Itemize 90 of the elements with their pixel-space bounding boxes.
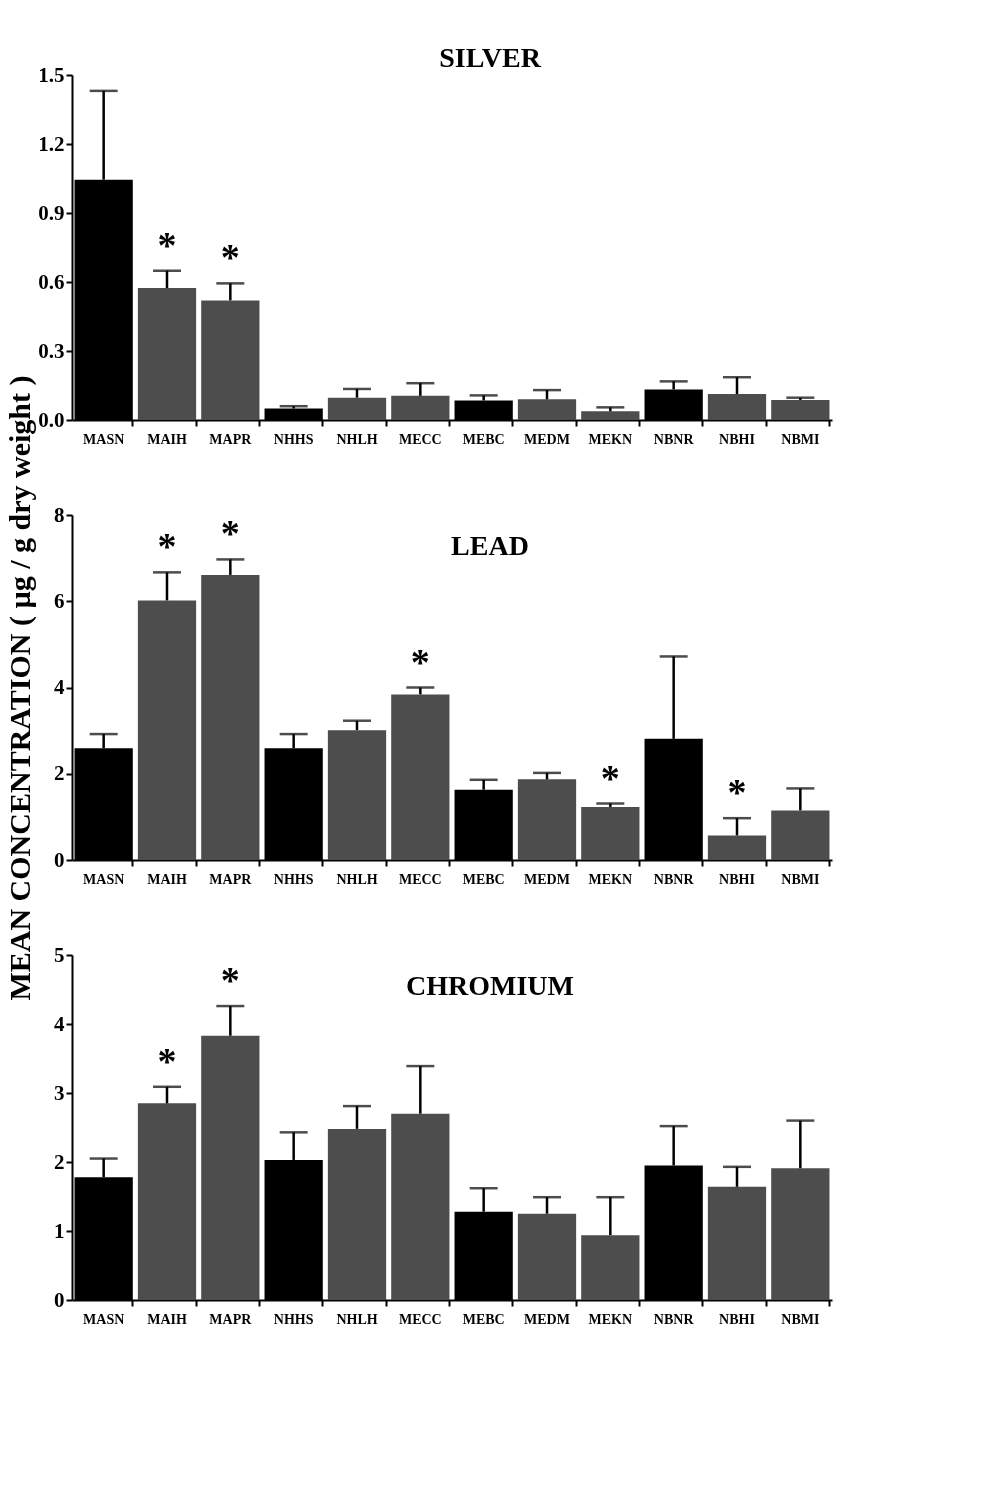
y-tick-label: 4 — [54, 1011, 65, 1036]
y-axis-title: MEAN CONCENTRATION ( µg / g dry weight ) — [3, 375, 37, 1001]
chart-title: SILVER — [439, 42, 542, 73]
y-tick-label: 0 — [54, 847, 65, 872]
y-tick-label: 0.6 — [38, 269, 65, 294]
y-tick-label: 1.5 — [38, 62, 65, 87]
annotation: * — [410, 640, 430, 683]
x-tick-label: NHHS — [273, 1311, 314, 1327]
bar — [581, 411, 640, 420]
y-tick-label: 8 — [54, 502, 65, 527]
y-tick-label: 0 — [54, 1287, 65, 1312]
y-tick-label: 2 — [54, 761, 65, 786]
x-tick-label: NBNR — [653, 431, 695, 447]
x-tick-label: NBHI — [719, 431, 755, 447]
x-tick-label: NBMI — [781, 431, 820, 447]
y-tick-label: 2 — [54, 1149, 65, 1174]
x-tick-label: NHHS — [273, 431, 314, 447]
x-tick-label: MEKN — [588, 871, 633, 887]
x-tick-label: MEDM — [524, 431, 570, 447]
y-tick-label: 3 — [54, 1080, 65, 1105]
bar — [327, 1128, 387, 1300]
y-tick-label: 1 — [54, 1218, 65, 1243]
x-tick-label: NHLH — [336, 871, 378, 887]
x-tick-label: MASN — [83, 431, 125, 447]
annotation: * — [220, 959, 240, 1002]
x-tick-label: MAIH — [147, 1311, 187, 1327]
bar — [327, 397, 387, 420]
x-tick-label: MEKN — [588, 431, 633, 447]
x-tick-label: MEBC — [462, 871, 505, 887]
x-tick-label: MASN — [83, 1311, 125, 1327]
x-tick-label: MAPR — [209, 1311, 253, 1327]
x-tick-label: MASN — [83, 871, 125, 887]
bar — [391, 694, 450, 860]
x-tick-label: MECC — [398, 1311, 442, 1327]
x-tick-label: NHLH — [336, 1311, 378, 1327]
x-tick-label: MEDM — [524, 871, 570, 887]
bar — [707, 1186, 767, 1300]
bar — [517, 399, 577, 420]
x-tick-label: MECC — [398, 871, 442, 887]
bar — [137, 287, 197, 420]
x-tick-label: NHHS — [273, 871, 314, 887]
x-tick-label: MEBC — [462, 1311, 505, 1327]
x-tick-label: MEKN — [588, 1311, 633, 1327]
y-tick-label: 5 — [54, 942, 65, 967]
x-tick-label: MAPR — [209, 431, 253, 447]
annotation: * — [157, 525, 177, 568]
x-tick-label: MEDM — [524, 1311, 570, 1327]
bar — [391, 1113, 450, 1300]
y-tick-label: 0.0 — [38, 407, 65, 432]
bar — [201, 1035, 260, 1300]
x-tick-label: NBNR — [653, 1311, 695, 1327]
y-tick-label: 1.2 — [38, 131, 65, 156]
bar — [771, 399, 830, 420]
x-tick-label: NBHI — [719, 1311, 755, 1327]
bar — [581, 1235, 640, 1300]
x-tick-label: MAIH — [147, 871, 187, 887]
x-tick-label: MAIH — [147, 431, 187, 447]
bar — [771, 810, 830, 860]
text: LEAD — [451, 530, 529, 561]
annotation: * — [157, 1039, 177, 1082]
text: CHROMIUM — [406, 970, 574, 1001]
bar — [327, 730, 387, 860]
bar — [201, 300, 260, 420]
bar — [771, 1168, 830, 1300]
annotation: * — [727, 771, 747, 814]
bar — [137, 1103, 197, 1300]
annotation: * — [220, 236, 240, 279]
annotation: * — [157, 223, 177, 266]
bar — [581, 806, 640, 860]
y-tick-label: 6 — [54, 588, 65, 613]
bar — [707, 394, 767, 420]
y-tick-label: 0.9 — [38, 200, 65, 225]
x-tick-label: NBHI — [719, 871, 755, 887]
x-tick-label: MECC — [398, 431, 442, 447]
bar — [391, 395, 450, 420]
annotation: * — [600, 756, 620, 799]
x-tick-label: NHLH — [336, 431, 378, 447]
bar — [707, 835, 767, 860]
x-tick-label: MEBC — [462, 431, 505, 447]
y-tick-label: 0.3 — [38, 338, 65, 363]
bar — [201, 574, 260, 860]
x-tick-label: NBMI — [781, 871, 820, 887]
bar — [137, 600, 197, 860]
x-tick-label: NBMI — [781, 1311, 820, 1327]
x-tick-label: MAPR — [209, 871, 253, 887]
annotation: * — [220, 512, 240, 555]
y-tick-label: 4 — [54, 675, 65, 699]
bar — [517, 1213, 577, 1300]
bar — [517, 779, 577, 860]
x-tick-label: NBNR — [653, 871, 695, 887]
